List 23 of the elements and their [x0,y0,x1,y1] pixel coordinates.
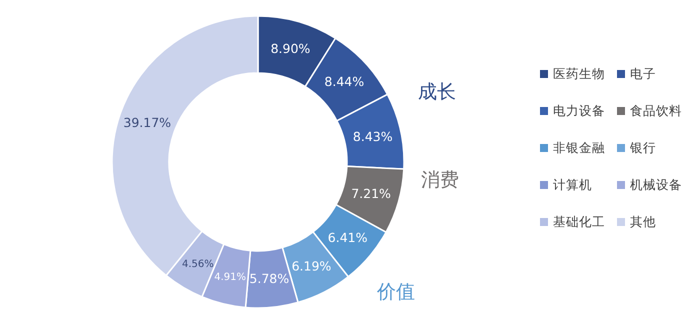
data-label: 4.91% [214,272,246,284]
legend-label: 计算机 [553,177,592,192]
data-label: 6.41% [328,230,368,245]
data-label: 39.17% [123,114,172,130]
data-label: 5.78% [249,270,290,286]
legend-label: 电力设备 [553,103,605,118]
data-label: 6.19% [292,258,332,274]
legend-label: 食品饮料 [630,103,682,118]
data-label: 8.44% [324,74,364,90]
text: 消费 [421,169,459,191]
text: 价值 [376,281,415,303]
legend-label: 银行 [629,140,656,155]
legend-label: 基础化工 [553,214,605,229]
text: 成长 [418,81,456,103]
data-label: 4.56% [182,258,214,270]
legend-label: 医药生物 [553,66,605,81]
legend-label: 机械设备 [630,177,682,192]
data-label: 8.43% [352,128,393,144]
data-label: 7.21% [351,186,392,201]
legend-label: 电子 [630,66,656,81]
data-label: 8.90% [270,41,310,56]
legend-label: 其他 [630,214,656,229]
legend-label: 非银金融 [553,140,605,155]
